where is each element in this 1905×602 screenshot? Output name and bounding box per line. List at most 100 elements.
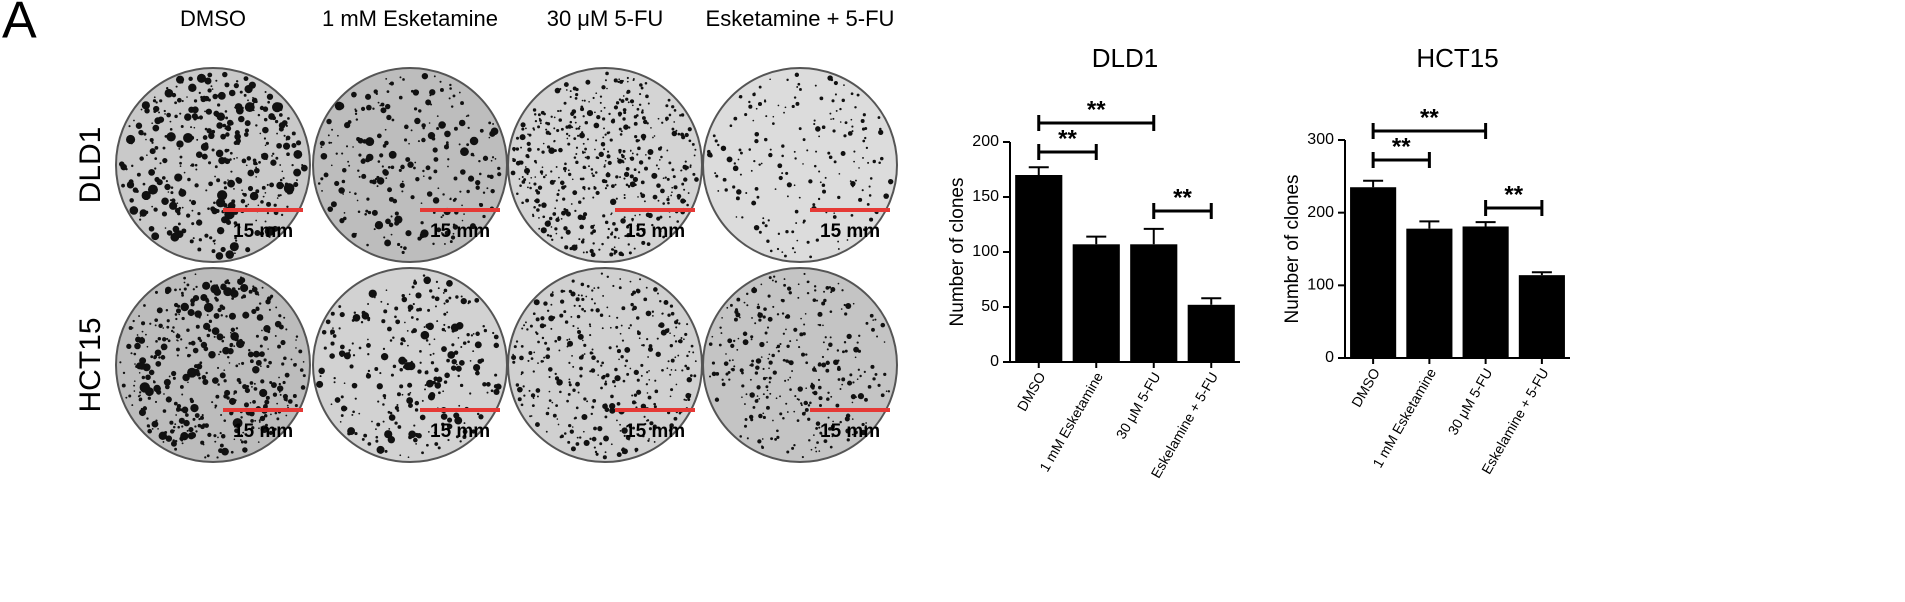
colony: [871, 327, 875, 332]
colony: [266, 183, 269, 186]
colony: [450, 323, 460, 332]
colony: [434, 382, 442, 389]
colony: [351, 382, 358, 389]
colony: [319, 140, 325, 146]
colony: [352, 354, 356, 357]
colony: [536, 208, 540, 212]
colony: [251, 308, 257, 314]
colony: [543, 356, 546, 359]
colony: [880, 156, 884, 161]
colony: [287, 399, 293, 404]
colony: [176, 140, 184, 148]
colony: [235, 138, 241, 144]
colony: [668, 113, 672, 117]
colony: [249, 359, 254, 364]
colony: [671, 168, 675, 172]
colony: [604, 159, 607, 162]
colony: [851, 185, 854, 188]
colony: [242, 431, 245, 434]
colony: [160, 355, 166, 360]
colony: [841, 383, 844, 386]
colony: [579, 132, 585, 139]
significance-bracket: [1037, 115, 1156, 131]
colony: [433, 169, 438, 174]
colony: [275, 306, 278, 309]
colony: [853, 232, 857, 236]
colony: [761, 446, 765, 449]
colony: [477, 358, 483, 364]
colony: [563, 82, 569, 88]
colony: [722, 177, 727, 182]
colony: [613, 78, 618, 83]
colony: [180, 302, 189, 312]
colony: [351, 91, 357, 98]
colony: [525, 321, 527, 324]
colony: [720, 332, 723, 334]
colony: [219, 443, 224, 448]
colony: [577, 214, 584, 220]
colony: [482, 325, 485, 328]
colony: [678, 411, 682, 415]
colony: [216, 366, 220, 370]
colony: [372, 107, 375, 110]
colony: [637, 146, 641, 151]
colony: [401, 250, 405, 255]
colony: [268, 235, 271, 238]
colony: [251, 286, 258, 293]
colony: [684, 132, 689, 138]
colony: [525, 153, 530, 158]
colony: [762, 412, 765, 415]
colony: [597, 286, 600, 289]
colony: [340, 395, 344, 399]
colony: [830, 291, 833, 294]
colony: [515, 147, 520, 151]
colony: [419, 350, 422, 353]
colony: [237, 287, 241, 290]
colony: [266, 93, 274, 100]
colony: [575, 152, 578, 155]
colony: [754, 131, 760, 137]
y-tick-label: 0: [990, 353, 999, 370]
colony: [179, 165, 182, 167]
colony: [121, 183, 125, 188]
colony: [718, 343, 722, 347]
colony: [627, 243, 630, 246]
colony: [558, 349, 561, 352]
colony: [327, 134, 330, 137]
colony: [804, 313, 807, 315]
colony: [279, 393, 282, 396]
colony: [387, 326, 392, 332]
colony: [166, 87, 169, 90]
colony: [760, 283, 763, 286]
colony: [163, 393, 165, 395]
colony: [222, 123, 227, 128]
colony: [623, 196, 626, 199]
colony: [396, 392, 401, 397]
significance-bracket: [1037, 144, 1098, 160]
colony: [539, 323, 545, 329]
colony: [631, 217, 634, 221]
colony: [330, 311, 335, 316]
colony: [399, 182, 405, 188]
colony: [622, 149, 626, 153]
colony: [168, 375, 171, 378]
colony: [225, 132, 230, 137]
colony: [448, 97, 451, 100]
colony: [539, 119, 542, 122]
colony: [604, 133, 607, 136]
colony: [382, 420, 385, 423]
colony: [772, 419, 774, 422]
colony: [447, 223, 450, 227]
colony: [794, 209, 799, 214]
colony: [241, 361, 245, 365]
colony: [204, 423, 209, 428]
colony: [238, 226, 241, 228]
colony: [153, 380, 156, 384]
colony: [661, 312, 664, 315]
colony: [822, 189, 827, 194]
colony: [887, 178, 894, 185]
colony: [577, 333, 584, 340]
colony: [530, 357, 534, 360]
colony: [432, 242, 435, 246]
bar: [1518, 275, 1565, 358]
